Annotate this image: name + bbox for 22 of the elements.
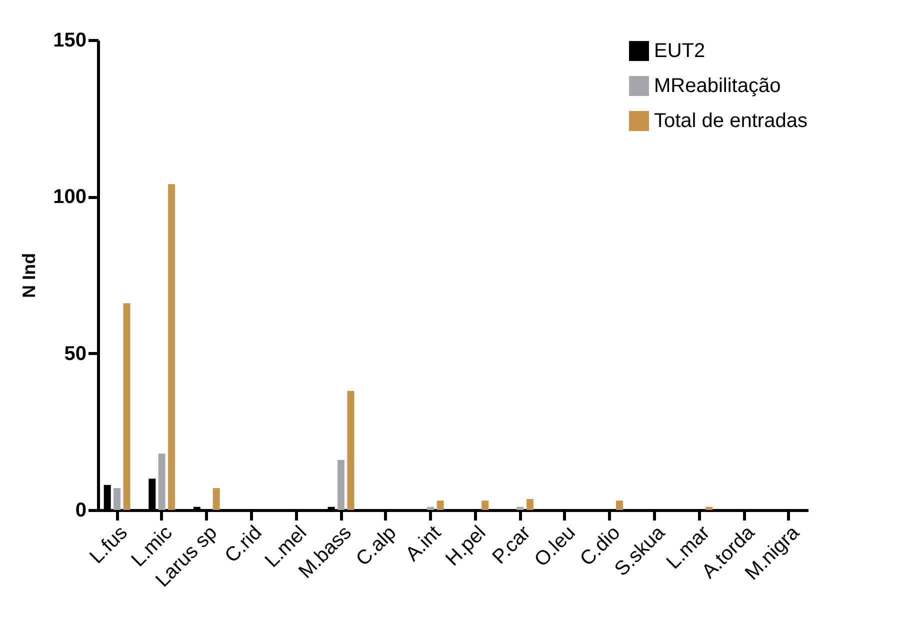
bar [482, 500, 489, 510]
y-tick-label: 50 [64, 342, 86, 365]
bar [427, 506, 434, 510]
bar [114, 488, 121, 510]
bar [516, 506, 524, 510]
bar [347, 390, 354, 510]
bar [338, 460, 345, 510]
legend-label: EUT2 [654, 40, 706, 62]
legend-label: MReabilitação [654, 75, 781, 97]
y-tick-label: 150 [53, 30, 86, 52]
y-tick-label: 0 [75, 500, 86, 522]
bar [436, 500, 444, 510]
bar [212, 488, 220, 510]
y-tick-label: 100 [53, 186, 86, 208]
bar [616, 500, 623, 510]
y-axis-title: N Ind [19, 253, 40, 298]
bar [526, 499, 534, 510]
legend-label: Total de entradas [654, 110, 808, 132]
bar [168, 184, 176, 510]
bar [123, 303, 130, 510]
bar [158, 454, 166, 510]
bar [706, 506, 713, 510]
